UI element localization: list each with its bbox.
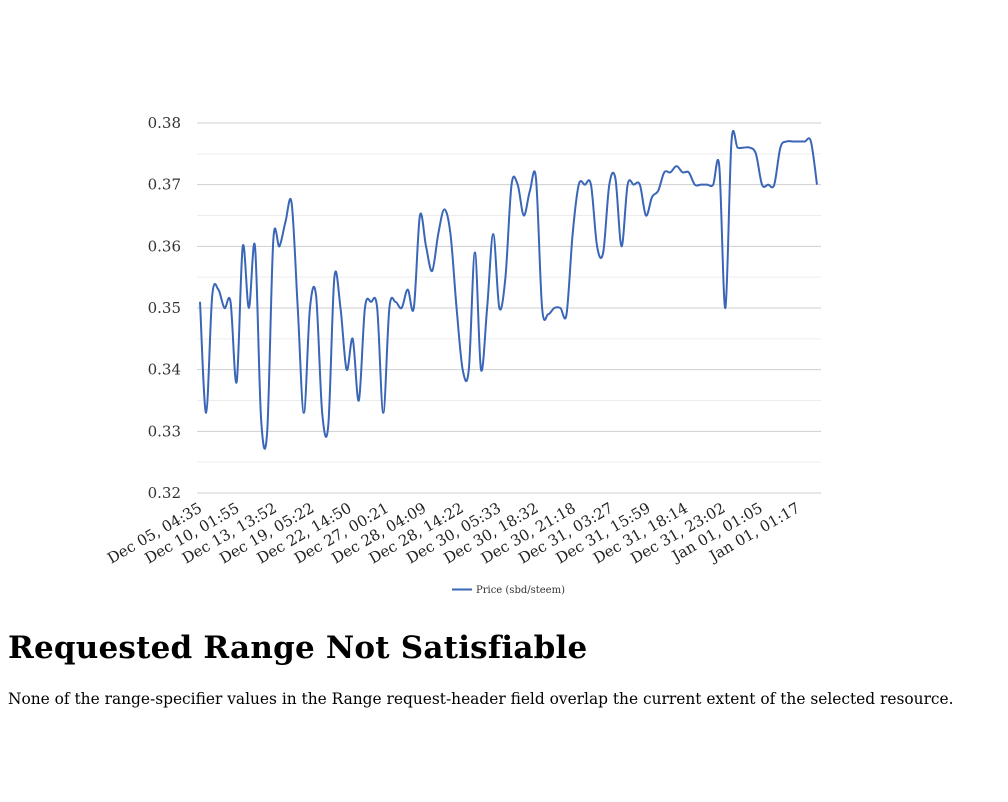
plot-area <box>199 130 818 450</box>
error-message: None of the range-specifier values in th… <box>8 690 954 708</box>
error-heading: Requested Range Not Satisfiable <box>8 630 588 666</box>
y-tick-label: 0.34 <box>148 361 181 379</box>
y-axis: 0.32 0.33 0.34 0.35 0.36 0.37 0.38 <box>148 114 181 502</box>
grid-lines <box>197 122 821 494</box>
y-tick-label: 0.38 <box>148 114 181 132</box>
legend: Price (sbd/steem) <box>452 585 565 596</box>
series-line-price <box>199 130 818 450</box>
y-tick-label: 0.35 <box>148 299 181 317</box>
y-tick-label: 0.33 <box>148 422 181 440</box>
y-tick-label: 0.37 <box>148 176 181 194</box>
y-tick-label: 0.36 <box>148 237 181 255</box>
price-line-chart: 0.32 0.33 0.34 0.35 0.36 0.37 0.38 Dec 05, 04:… <box>104 114 821 596</box>
y-tick-label: 0.32 <box>148 484 181 502</box>
legend-label: Price (sbd/steem) <box>476 585 565 596</box>
